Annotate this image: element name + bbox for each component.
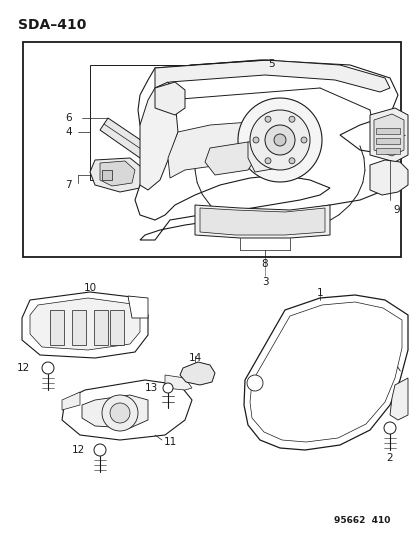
Text: 10: 10 (83, 283, 96, 293)
Text: 8: 8 (261, 259, 268, 269)
Circle shape (247, 375, 262, 391)
Polygon shape (369, 108, 407, 162)
Polygon shape (375, 148, 399, 154)
Polygon shape (62, 380, 192, 440)
Text: 2: 2 (386, 453, 392, 463)
Text: 95662  410: 95662 410 (333, 516, 389, 525)
Circle shape (264, 158, 271, 164)
Text: 13: 13 (145, 383, 158, 393)
Polygon shape (204, 142, 257, 175)
Circle shape (273, 134, 285, 146)
Text: 12: 12 (71, 445, 85, 455)
Polygon shape (135, 60, 397, 240)
Text: 14: 14 (188, 353, 201, 363)
Text: 4: 4 (65, 127, 72, 137)
Text: 1: 1 (316, 288, 323, 298)
Polygon shape (94, 310, 108, 345)
Polygon shape (375, 138, 399, 144)
Polygon shape (199, 208, 324, 235)
Circle shape (264, 125, 294, 155)
Polygon shape (154, 60, 389, 92)
Polygon shape (50, 310, 64, 345)
Polygon shape (195, 205, 329, 238)
Polygon shape (110, 310, 124, 345)
Polygon shape (375, 128, 399, 134)
Polygon shape (249, 302, 401, 442)
Polygon shape (62, 392, 80, 410)
Polygon shape (369, 160, 407, 195)
Circle shape (300, 137, 306, 143)
Text: 11: 11 (163, 437, 176, 447)
Circle shape (288, 158, 294, 164)
Polygon shape (22, 292, 147, 358)
Circle shape (288, 116, 294, 122)
Circle shape (383, 422, 395, 434)
Text: 9: 9 (393, 205, 399, 215)
Circle shape (252, 137, 259, 143)
Text: 12: 12 (17, 363, 30, 373)
Circle shape (163, 383, 173, 393)
Polygon shape (243, 295, 407, 450)
Text: 3: 3 (261, 277, 268, 287)
Text: 7: 7 (65, 180, 72, 190)
Polygon shape (100, 118, 147, 158)
Polygon shape (30, 298, 140, 350)
Circle shape (249, 110, 309, 170)
Polygon shape (154, 82, 185, 115)
Polygon shape (140, 82, 178, 190)
Circle shape (110, 403, 130, 423)
Polygon shape (90, 158, 145, 192)
Circle shape (42, 362, 54, 374)
Bar (90, 65, 190, 180)
Polygon shape (102, 170, 112, 180)
Polygon shape (168, 122, 249, 178)
Text: 5: 5 (268, 59, 275, 69)
Text: 6: 6 (65, 113, 72, 123)
Polygon shape (373, 114, 403, 156)
Polygon shape (247, 140, 284, 172)
Circle shape (94, 444, 106, 456)
Circle shape (264, 116, 271, 122)
Text: SDA–410: SDA–410 (18, 18, 86, 32)
Polygon shape (100, 161, 135, 186)
Polygon shape (128, 296, 147, 318)
Polygon shape (165, 375, 192, 390)
Polygon shape (389, 378, 407, 420)
Polygon shape (82, 395, 147, 428)
Polygon shape (180, 362, 214, 385)
Circle shape (102, 395, 138, 431)
Circle shape (237, 98, 321, 182)
Polygon shape (72, 310, 86, 345)
Bar (23, 42, 400, 257)
